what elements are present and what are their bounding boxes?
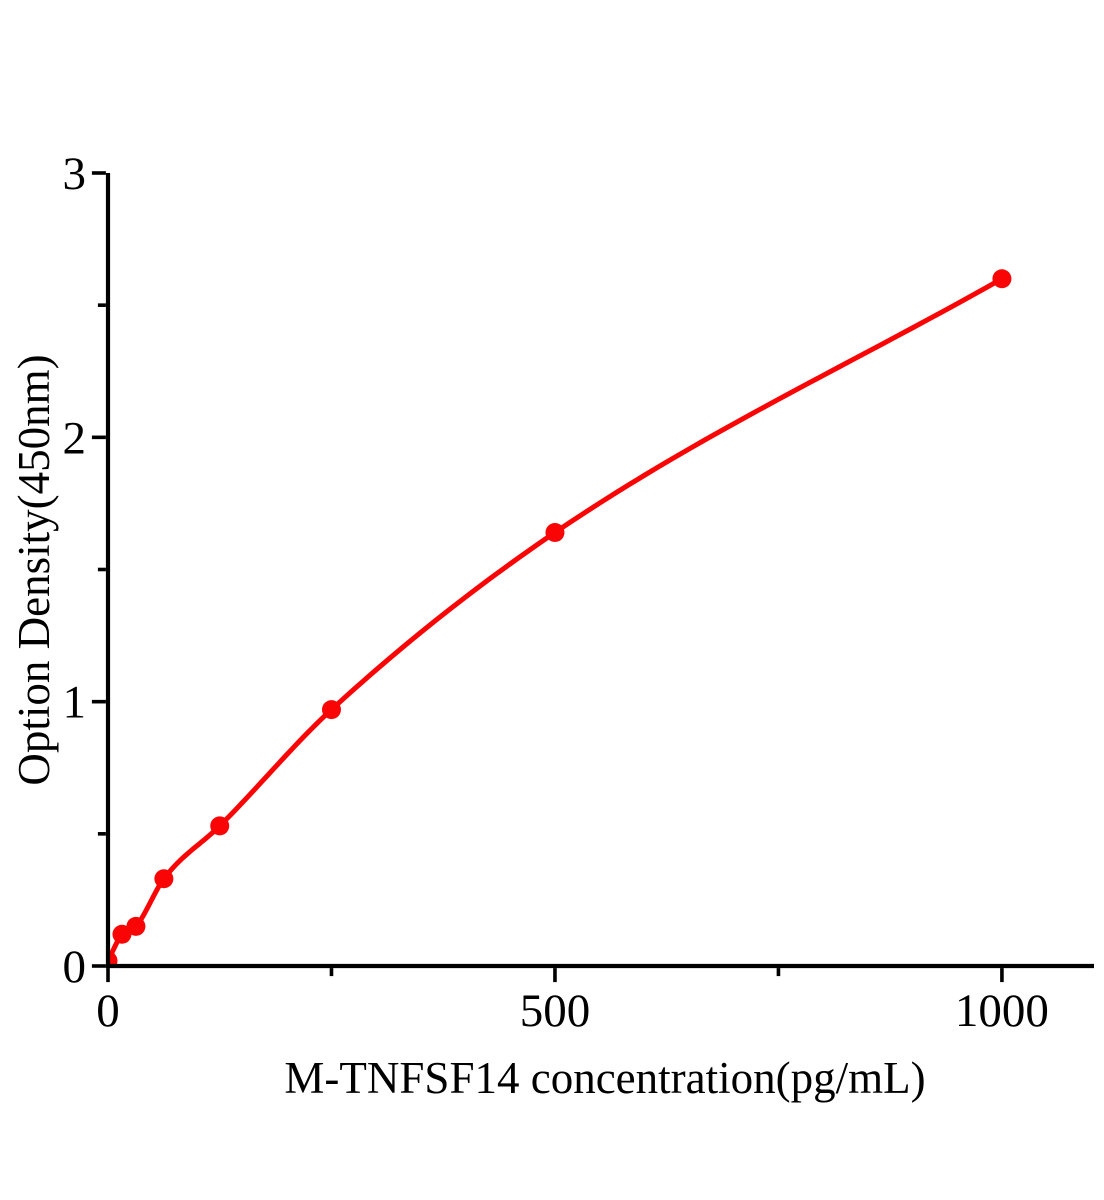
y-tick-label: 2 (63, 412, 87, 464)
data-point-marker (321, 700, 341, 720)
y-axis-title: Option Density(450nm) (9, 354, 59, 786)
x-axis-title: M-TNFSF14 concentration(pg/mL) (284, 1053, 926, 1103)
y-tick-label: 1 (63, 677, 87, 729)
data-point-marker (154, 869, 174, 889)
x-tick-label: 1000 (955, 985, 1049, 1037)
data-point-marker (992, 269, 1012, 289)
curve-group (106, 269, 1012, 964)
x-tick-label: 500 (520, 985, 591, 1037)
standard-curve-line (106, 276, 1005, 964)
data-point-marker (545, 522, 565, 542)
data-point-marker (210, 816, 230, 836)
y-tick-label: 0 (63, 941, 87, 993)
x-tick-label: 0 (96, 985, 120, 1037)
axes-group: 0 500 1000 0 1 2 3 (63, 148, 1094, 1037)
data-point-marker (112, 924, 132, 944)
y-tick-label: 3 (63, 148, 87, 200)
data-point-marker (126, 916, 146, 936)
